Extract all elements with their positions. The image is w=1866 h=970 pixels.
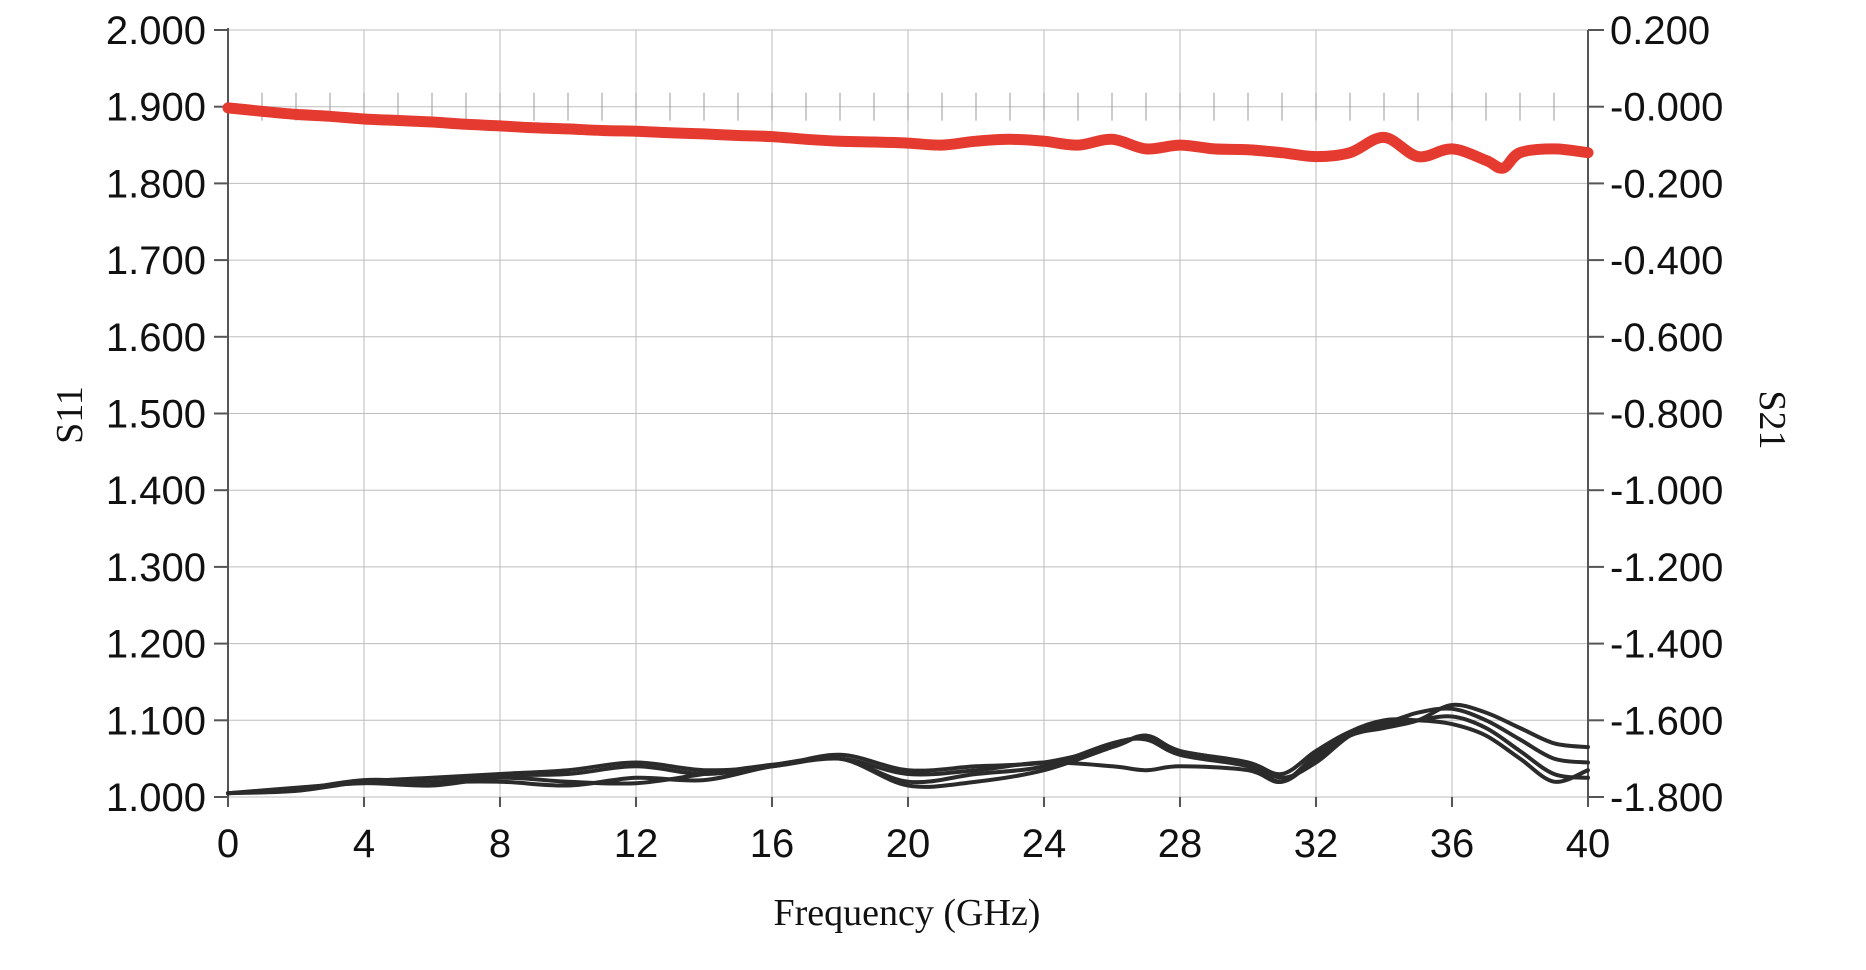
x-tick-label: 4 (353, 822, 375, 866)
y-left-tick-label: 1.900 (106, 86, 206, 130)
y-left-tick-label: 1.600 (106, 316, 206, 360)
x-tick-label: 16 (750, 822, 795, 866)
y-axis-right-title: S21 (1751, 390, 1793, 449)
x-tick-label: 20 (886, 822, 931, 866)
series-line-s11-2 (226, 702, 1590, 796)
y-left-tick-label: 1.800 (106, 162, 206, 206)
series-line-s11-4 (226, 717, 1590, 796)
y-right-tick-label: -1.600 (1610, 699, 1723, 743)
y-left-tick-label: 1.100 (106, 699, 206, 743)
y-left-tick-label: 1.300 (106, 546, 206, 590)
y-right-tick-label: -0.400 (1610, 239, 1723, 283)
tick-labels: 0 4 8 12 16 20 24 28 32 36 40 1.000 1.100 1.200 1.300 1… (106, 9, 1724, 866)
y-right-tick-label: 0.200 (1610, 9, 1710, 53)
y-left-tick-label: 1.000 (106, 776, 206, 820)
y-left-tick-label: 1.500 (106, 393, 206, 437)
y-right-tick-label: -0.800 (1610, 393, 1723, 437)
x-tick-label: 28 (1158, 822, 1203, 866)
y-right-tick-label: -0.000 (1610, 86, 1723, 130)
x-axis-title: Frequency (GHz) (774, 892, 1041, 934)
series-line-s21 (222, 102, 1594, 174)
y-axis-left-title: S11 (49, 386, 91, 444)
y-right-tick-label: -0.600 (1610, 316, 1723, 360)
grid (228, 29, 1589, 798)
y-right-tick-label: -1.000 (1610, 469, 1723, 513)
x-tick-label: 36 (1430, 822, 1475, 866)
y-right-tick-label: -1.200 (1610, 546, 1723, 590)
x-tick-label: 40 (1566, 822, 1611, 866)
x-tick-label: 24 (1022, 822, 1067, 866)
y-right-tick-label: -0.200 (1610, 162, 1723, 206)
x-tick-label: 0 (217, 822, 239, 866)
x-tick-label: 8 (489, 822, 511, 866)
y-left-tick-label: 1.400 (106, 469, 206, 513)
series-line-s11-3 (226, 706, 1590, 796)
x-tick-label: 12 (614, 822, 659, 866)
y-left-tick-label: 1.700 (106, 239, 206, 283)
y-right-tick-label: -1.400 (1610, 623, 1723, 667)
y-right-tick-label: -1.800 (1610, 776, 1723, 820)
y-left-tick-label: 2.000 (106, 9, 206, 53)
series-layer (222, 102, 1594, 796)
x-tick-label: 32 (1294, 822, 1339, 866)
y-left-tick-label: 1.200 (106, 623, 206, 667)
